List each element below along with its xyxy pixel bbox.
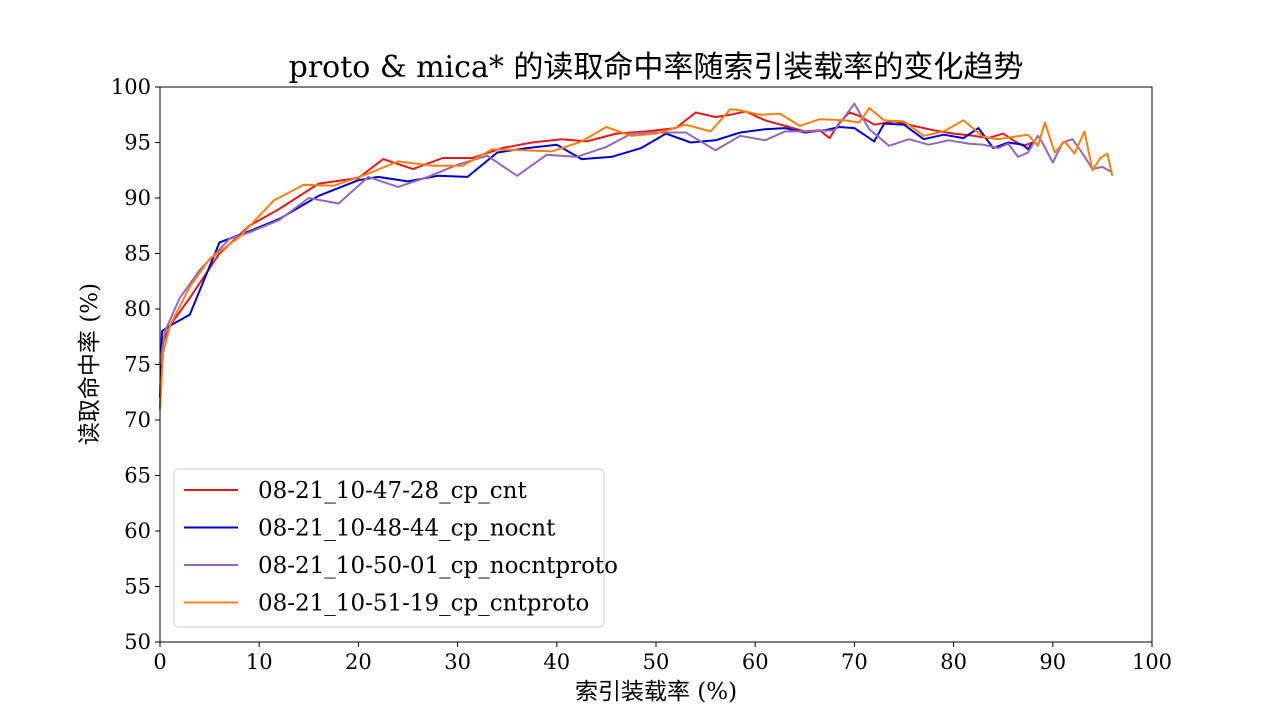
x-tick-label: 60 — [742, 650, 769, 674]
series-line-1 — [159, 110, 1034, 409]
plot-area: 0 10 20 30 40 50 60 70 80 90 100 50 55 60 65 70 75 80 85 90… — [111, 75, 1172, 674]
x-tick-label: 50 — [643, 650, 670, 674]
x-tick-label: 0 — [153, 650, 166, 674]
legend-box — [173, 468, 605, 628]
chart-title: proto & mica* 的读取命中率随索引装载率的变化趋势 — [289, 50, 1024, 85]
legend: 08-21_10-47-28_cp_cnt 08-21_10-48-44_cp_n… — [173, 468, 618, 628]
legend-label: 08-21_10-50-01_cp_nocntproto — [258, 553, 618, 579]
series-line-2 — [159, 122, 1034, 398]
y-tick-label: 100 — [111, 75, 151, 99]
y-tick-label: 55 — [124, 575, 151, 599]
x-tick-label: 70 — [841, 650, 868, 674]
y-tick-label: 65 — [124, 464, 151, 488]
legend-label: 08-21_10-47-28_cp_cnt — [258, 478, 527, 504]
legend-label: 08-21_10-51-19_cp_cntproto — [258, 591, 589, 617]
x-tick-label: 10 — [246, 650, 273, 674]
y-tick-label: 75 — [124, 353, 151, 377]
x-tick-label: 100 — [1132, 650, 1172, 674]
x-axis-label: 索引装载率 (%) — [575, 679, 737, 705]
y-axis-label: 读取命中率 (%) — [77, 283, 103, 445]
y-tick-label: 60 — [124, 519, 151, 543]
x-tick-label: 90 — [1039, 650, 1066, 674]
x-tick-label: 80 — [940, 650, 967, 674]
x-tick-label: 40 — [543, 650, 570, 674]
y-tick-label: 95 — [124, 131, 151, 155]
y-tick-label: 80 — [124, 297, 151, 321]
y-tick-label: 70 — [124, 408, 151, 432]
series-line-3 — [159, 102, 1113, 365]
x-tick-label: 20 — [345, 650, 372, 674]
x-tick-label: 30 — [444, 650, 471, 674]
y-tick-label: 90 — [124, 186, 151, 210]
legend-label: 08-21_10-48-44_cp_nocnt — [258, 516, 556, 542]
series-line-4 — [159, 107, 1114, 409]
y-tick-label: 50 — [124, 630, 151, 654]
y-tick-label: 85 — [124, 242, 151, 266]
